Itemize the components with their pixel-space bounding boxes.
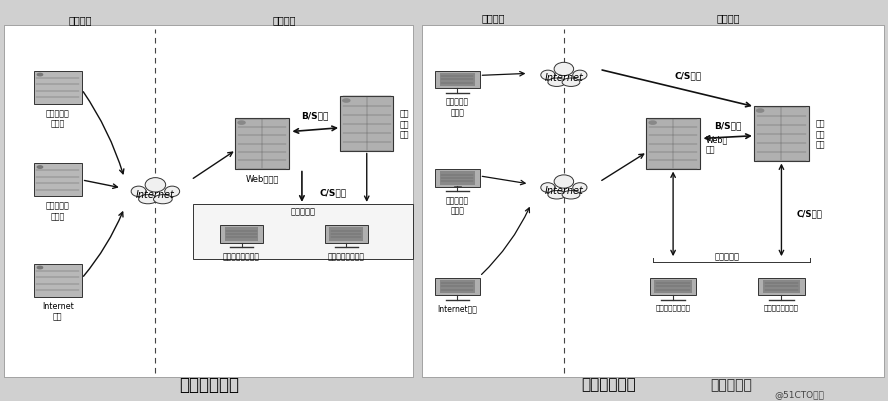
Ellipse shape <box>554 63 574 76</box>
Ellipse shape <box>164 187 179 197</box>
FancyBboxPatch shape <box>193 204 413 260</box>
Text: 修改和维护工作站: 修改和维护工作站 <box>328 252 365 261</box>
Text: 企业内部: 企业内部 <box>273 15 296 25</box>
Text: 数据
库服
务器: 数据 库服 务器 <box>815 119 825 149</box>
FancyBboxPatch shape <box>763 280 800 294</box>
Ellipse shape <box>554 175 574 188</box>
FancyBboxPatch shape <box>654 280 692 294</box>
Text: C/S架构: C/S架构 <box>675 71 702 80</box>
Text: Internet: Internet <box>544 186 583 195</box>
FancyBboxPatch shape <box>440 73 475 87</box>
FancyBboxPatch shape <box>435 71 480 89</box>
Text: 查改有别模式: 查改有别模式 <box>581 376 636 391</box>
FancyBboxPatch shape <box>325 226 368 243</box>
Ellipse shape <box>139 195 157 204</box>
FancyBboxPatch shape <box>220 226 263 243</box>
Ellipse shape <box>573 183 587 193</box>
FancyBboxPatch shape <box>758 278 805 296</box>
FancyBboxPatch shape <box>235 119 289 170</box>
Text: Web服
务器: Web服 务器 <box>706 135 728 154</box>
Ellipse shape <box>154 195 172 204</box>
FancyBboxPatch shape <box>340 97 393 152</box>
FancyBboxPatch shape <box>34 72 82 105</box>
Ellipse shape <box>562 191 580 200</box>
FancyBboxPatch shape <box>329 228 363 241</box>
Circle shape <box>37 166 43 169</box>
Ellipse shape <box>548 191 566 200</box>
Text: 内部局域网: 内部局域网 <box>715 252 740 261</box>
Text: 查询和浏览
工作站: 查询和浏览 工作站 <box>446 196 469 215</box>
Circle shape <box>649 122 656 125</box>
Text: B/S架构: B/S架构 <box>715 122 741 130</box>
Text: B/S架构: B/S架构 <box>302 111 329 120</box>
Text: 查询和浏览工作站: 查询和浏览工作站 <box>655 304 691 310</box>
Text: @51CTO博客: @51CTO博客 <box>774 389 824 398</box>
FancyBboxPatch shape <box>34 164 82 197</box>
Ellipse shape <box>548 79 566 87</box>
Text: 企业外部: 企业外部 <box>68 15 91 25</box>
Text: 查询和浏览
工作站: 查询和浏览 工作站 <box>46 201 69 221</box>
Text: C/S架构: C/S架构 <box>797 209 822 218</box>
Circle shape <box>37 74 43 77</box>
FancyBboxPatch shape <box>34 264 82 297</box>
Text: 修改和维护
工作站: 修改和维护 工作站 <box>46 109 69 128</box>
Text: C/S架构: C/S架构 <box>320 188 347 197</box>
FancyBboxPatch shape <box>435 170 480 187</box>
Circle shape <box>37 267 43 269</box>
Text: Internet: Internet <box>544 73 583 83</box>
FancyBboxPatch shape <box>422 26 884 377</box>
Text: 内外有别模型: 内外有别模型 <box>178 375 239 393</box>
FancyBboxPatch shape <box>650 278 696 296</box>
Ellipse shape <box>145 178 166 192</box>
Text: 内部局域网: 内部局域网 <box>290 207 315 216</box>
Text: 愿为最亮星: 愿为最亮星 <box>710 377 752 391</box>
Text: 数据
库服
务器: 数据 库服 务器 <box>400 109 409 139</box>
Circle shape <box>343 100 350 103</box>
Text: 企业外部: 企业外部 <box>481 13 504 23</box>
Text: 企业内部: 企业内部 <box>717 13 740 23</box>
Ellipse shape <box>573 71 587 81</box>
Text: 查询和浏览工作站: 查询和浏览工作站 <box>223 252 260 261</box>
Circle shape <box>757 109 764 113</box>
FancyBboxPatch shape <box>440 280 475 294</box>
Ellipse shape <box>541 183 555 193</box>
FancyBboxPatch shape <box>435 278 480 296</box>
FancyBboxPatch shape <box>440 172 475 185</box>
Ellipse shape <box>562 79 580 87</box>
FancyBboxPatch shape <box>646 119 700 170</box>
Text: 维护和修改工作站: 维护和修改工作站 <box>764 304 799 310</box>
FancyBboxPatch shape <box>4 26 413 377</box>
Text: Internet用户: Internet用户 <box>438 304 477 313</box>
FancyBboxPatch shape <box>754 107 809 162</box>
FancyBboxPatch shape <box>225 228 258 241</box>
Text: Web服务器: Web服务器 <box>245 174 279 183</box>
Text: Internet: Internet <box>136 190 175 199</box>
Text: Internet
用户: Internet 用户 <box>42 302 74 321</box>
Circle shape <box>238 122 245 125</box>
Text: 维护和修改
工作站: 维护和修改 工作站 <box>446 97 469 117</box>
Ellipse shape <box>541 71 555 81</box>
Ellipse shape <box>131 187 146 197</box>
